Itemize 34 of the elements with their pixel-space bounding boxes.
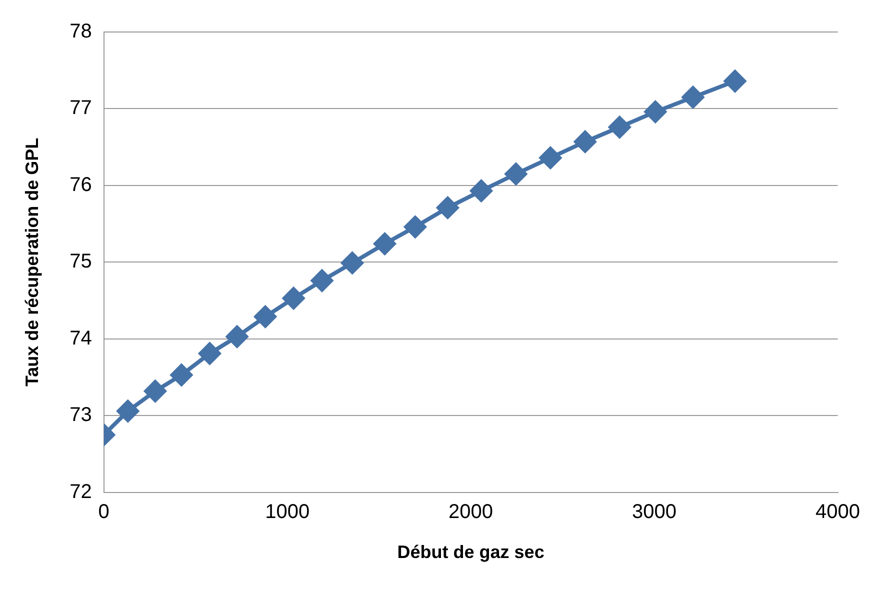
point — [144, 380, 166, 402]
point — [504, 162, 527, 185]
x-tick-label: 0 — [98, 500, 110, 523]
point — [574, 130, 596, 153]
point — [282, 287, 305, 310]
point — [470, 180, 492, 202]
point — [682, 86, 704, 108]
y-tick-label: 72 — [70, 480, 92, 503]
point — [644, 100, 666, 123]
point — [198, 342, 221, 365]
point — [116, 400, 139, 422]
x-axis-title: Début de gaz sec — [397, 542, 544, 562]
x-tick-label: 4000 — [816, 500, 860, 523]
y-tick-label: 75 — [70, 250, 92, 273]
y-tick-label: 74 — [70, 327, 92, 350]
point — [404, 216, 426, 238]
point — [170, 364, 192, 386]
point — [341, 252, 364, 274]
y-tick-label: 77 — [70, 97, 92, 120]
point — [311, 270, 333, 292]
y-tick-label: 78 — [70, 20, 92, 43]
point — [254, 306, 276, 328]
y-axis-title: Taux de récuperation de GPL — [22, 138, 42, 387]
point — [608, 116, 631, 138]
point — [436, 196, 459, 219]
point — [226, 326, 248, 348]
x-tick-label: 2000 — [448, 500, 494, 523]
x-tick-label: 3000 — [632, 500, 677, 523]
point — [374, 232, 396, 255]
x-tick-label: 1000 — [265, 500, 310, 523]
point — [724, 70, 746, 92]
y-tick-label: 76 — [70, 174, 92, 196]
y-tick-label: 73 — [70, 404, 92, 426]
point — [539, 146, 562, 169]
